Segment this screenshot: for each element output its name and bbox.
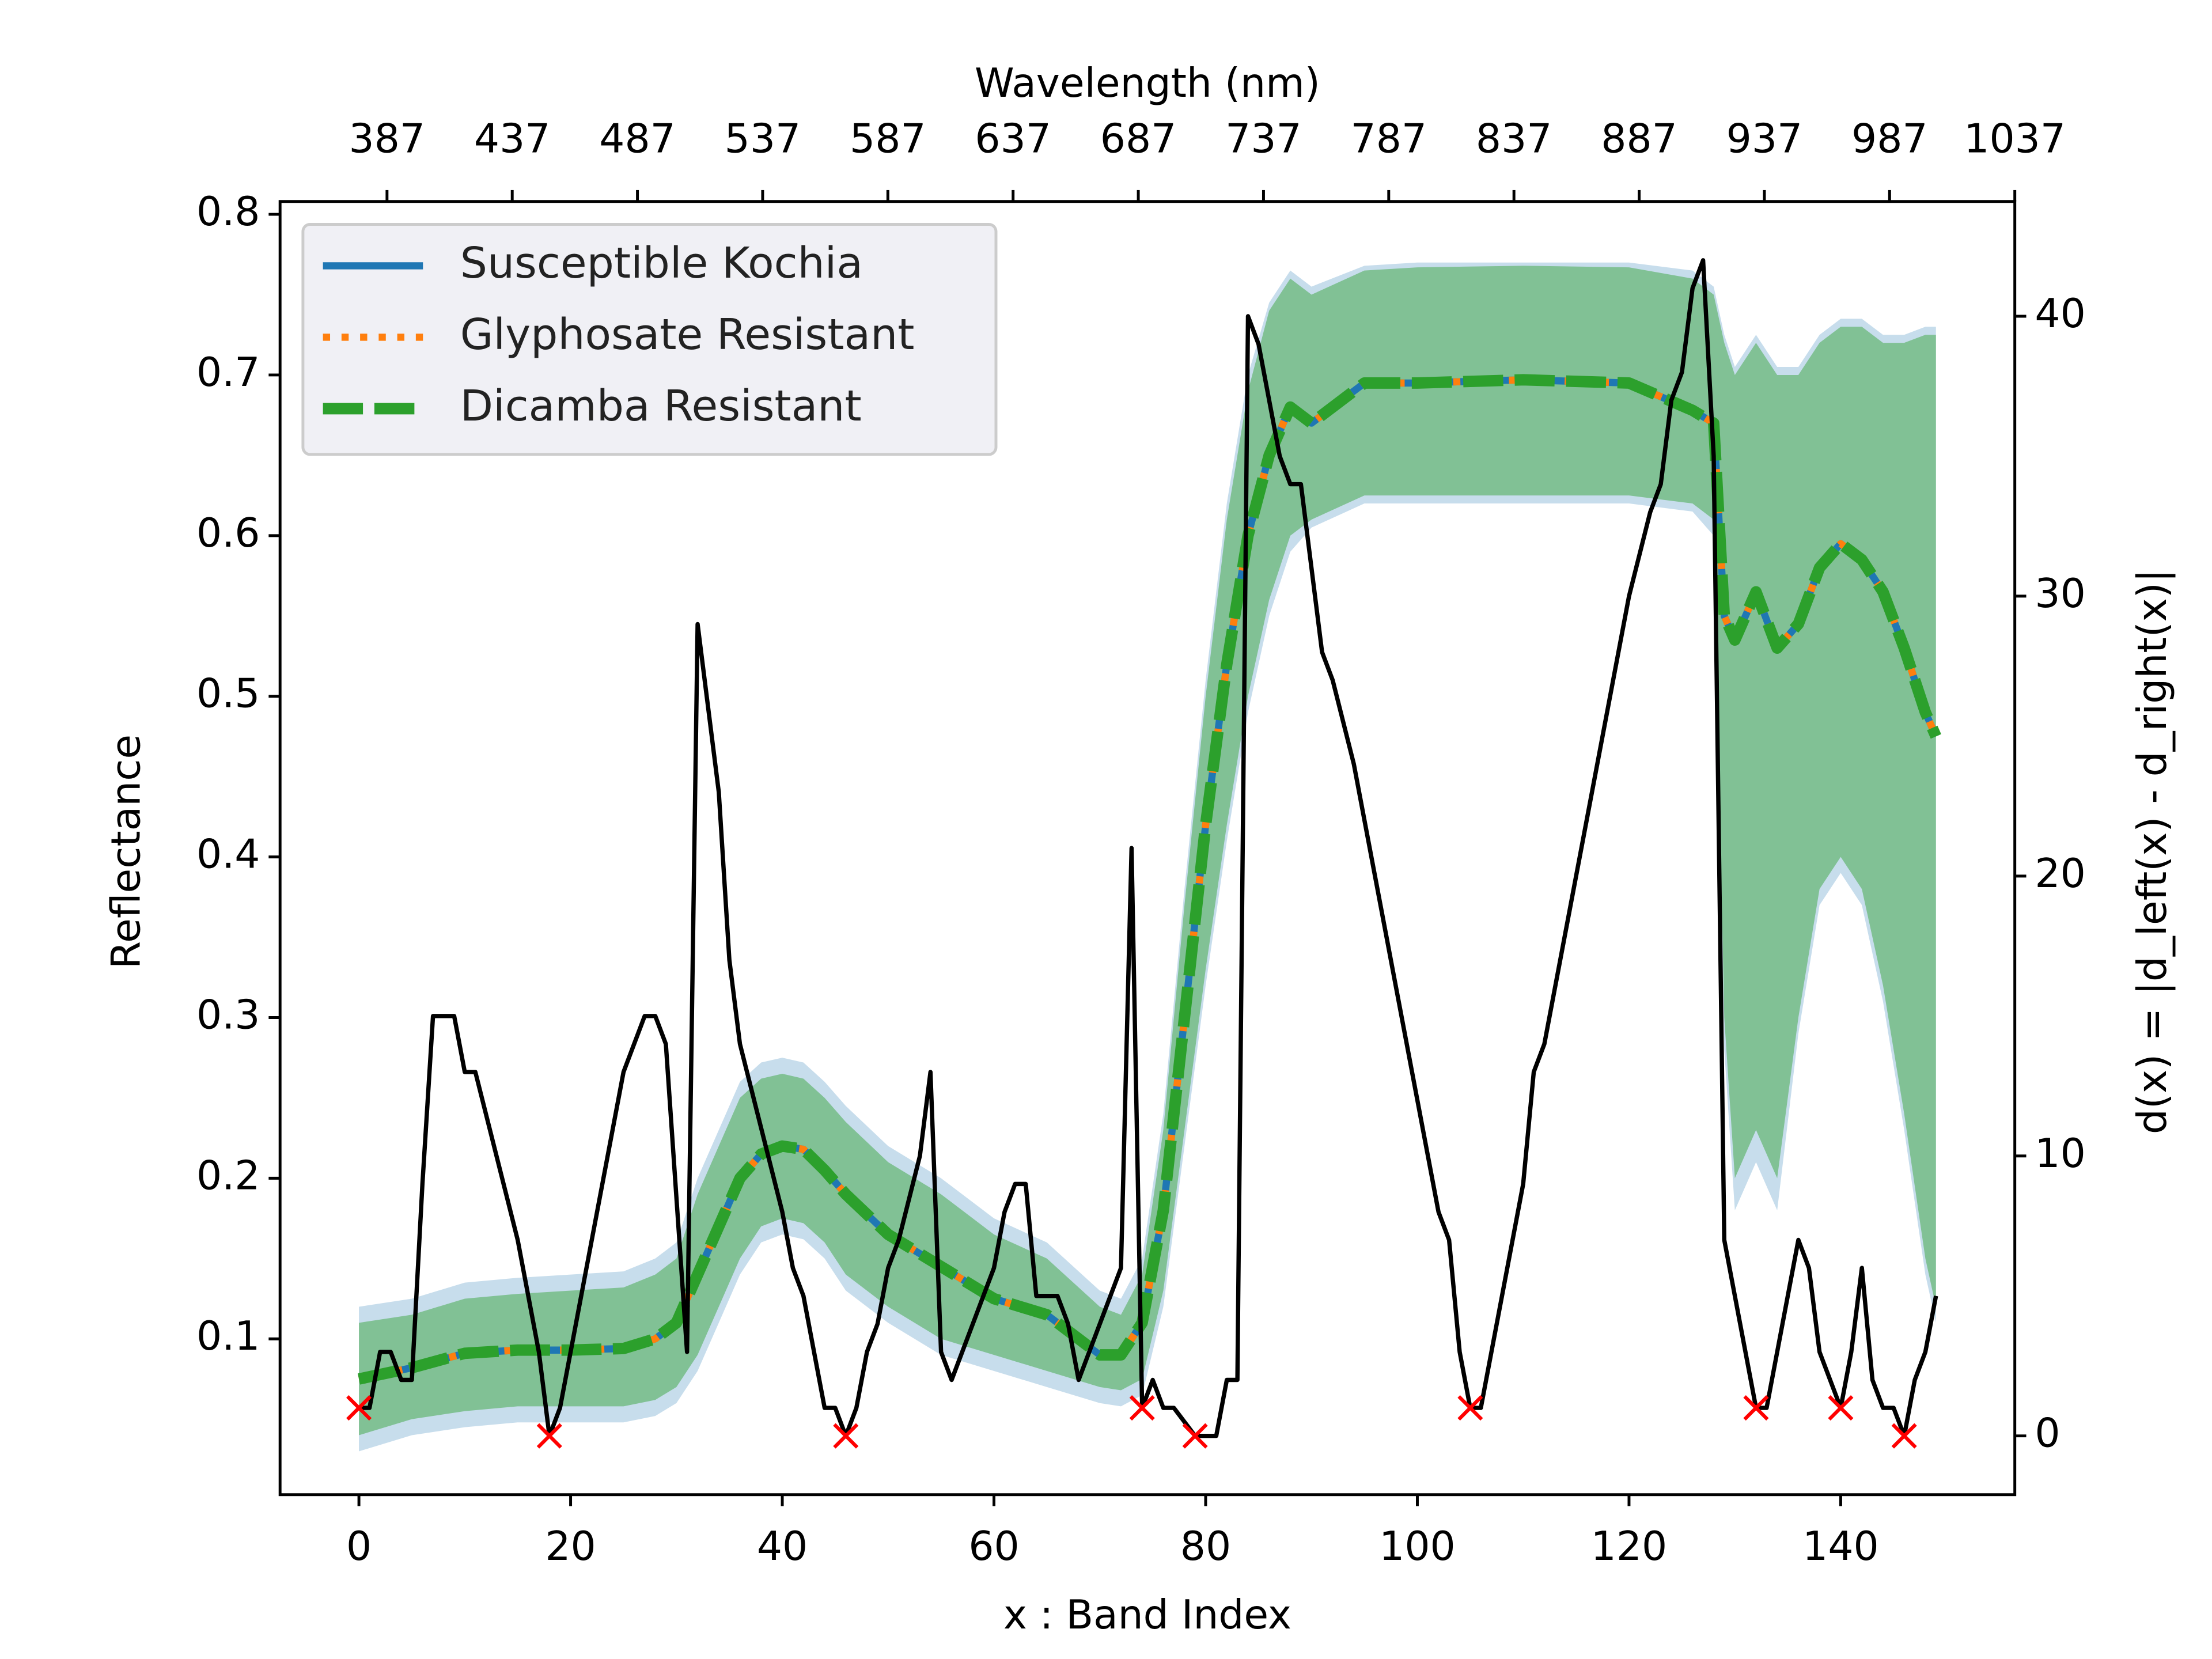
- x-tick-label: 80: [1180, 1524, 1231, 1570]
- y2-tick-label: 0: [2035, 1411, 2060, 1457]
- y2-tick-label: 40: [2035, 291, 2085, 337]
- y-axis-label: Reflectance: [103, 734, 149, 969]
- std-band: [359, 262, 1936, 1452]
- minimum-marker: [1828, 1395, 1854, 1421]
- y-tick-label: 0.1: [196, 1313, 260, 1359]
- minimum-marker: [1457, 1395, 1483, 1421]
- axes-frame: [278, 200, 2017, 1497]
- x2-tick-label: 487: [599, 116, 676, 162]
- x2-tick-label: 587: [850, 116, 926, 162]
- distance-line: [359, 258, 1938, 1438]
- legend-label: Susceptible Kochia: [460, 238, 863, 288]
- x-tick-label: 100: [1379, 1524, 1456, 1570]
- x2-axis-label: Wavelength (nm): [975, 60, 1320, 107]
- x2-tick-label: 1037: [1964, 116, 2066, 162]
- y2-axis-label: d(x) = |d_left(x) - d_right(x)|: [2130, 569, 2176, 1134]
- legend: Susceptible Kochia Glyphosate Resistant Di…: [301, 222, 998, 456]
- y-tick-label: 0.8: [196, 189, 260, 235]
- x2-tick-label: 637: [975, 116, 1051, 162]
- x2-tick-label: 837: [1476, 116, 1552, 162]
- x2-tick-label: 987: [1851, 116, 1928, 162]
- legend-label: Glyphosate Resistant: [460, 309, 915, 359]
- x2-tick-label: 537: [725, 116, 801, 162]
- x-axis-label: x : Band Index: [1003, 1592, 1291, 1638]
- y-tick-label: 0.6: [196, 510, 260, 556]
- legend-label: Dicamba Resistant: [460, 381, 862, 431]
- mean-line: [358, 374, 1941, 1385]
- x-tick-label: 60: [968, 1524, 1019, 1570]
- x-tick-label: 0: [346, 1524, 372, 1570]
- y2-tick-label: 20: [2035, 851, 2085, 897]
- x-tick-label: 20: [545, 1524, 596, 1570]
- x2-tick-label: 387: [349, 116, 426, 162]
- x2-tick-label: 437: [474, 116, 551, 162]
- minimum-marker: [1891, 1423, 1917, 1449]
- minimum-marker: [833, 1423, 859, 1449]
- x2-tick-label: 737: [1225, 116, 1302, 162]
- x-tick-label: 120: [1591, 1524, 1668, 1570]
- x2-tick-label: 687: [1100, 116, 1177, 162]
- minimum-marker: [1182, 1423, 1208, 1449]
- y-tick-label: 0.5: [196, 671, 260, 717]
- minimum-marker: [346, 1395, 372, 1421]
- legend-box: [301, 222, 998, 456]
- y-tick-label: 0.3: [196, 992, 260, 1038]
- x-tick-label: 140: [1802, 1524, 1879, 1570]
- x-tick-label: 40: [757, 1524, 808, 1570]
- x2-tick-label: 787: [1351, 116, 1427, 162]
- std-band: [359, 266, 1936, 1435]
- minimum-marker: [1129, 1395, 1155, 1421]
- y-tick-label: 0.7: [196, 350, 260, 396]
- y2-tick-label: 30: [2035, 571, 2085, 617]
- minimum-marker: [1743, 1395, 1769, 1421]
- y2-tick-label: 10: [2035, 1131, 2085, 1177]
- y-tick-label: 0.2: [196, 1153, 260, 1199]
- y-tick-label: 0.4: [196, 832, 260, 878]
- x2-tick-label: 937: [1726, 116, 1803, 162]
- x2-tick-label: 887: [1601, 116, 1677, 162]
- plot-area: [346, 258, 1941, 1452]
- minimum-marker: [536, 1423, 562, 1449]
